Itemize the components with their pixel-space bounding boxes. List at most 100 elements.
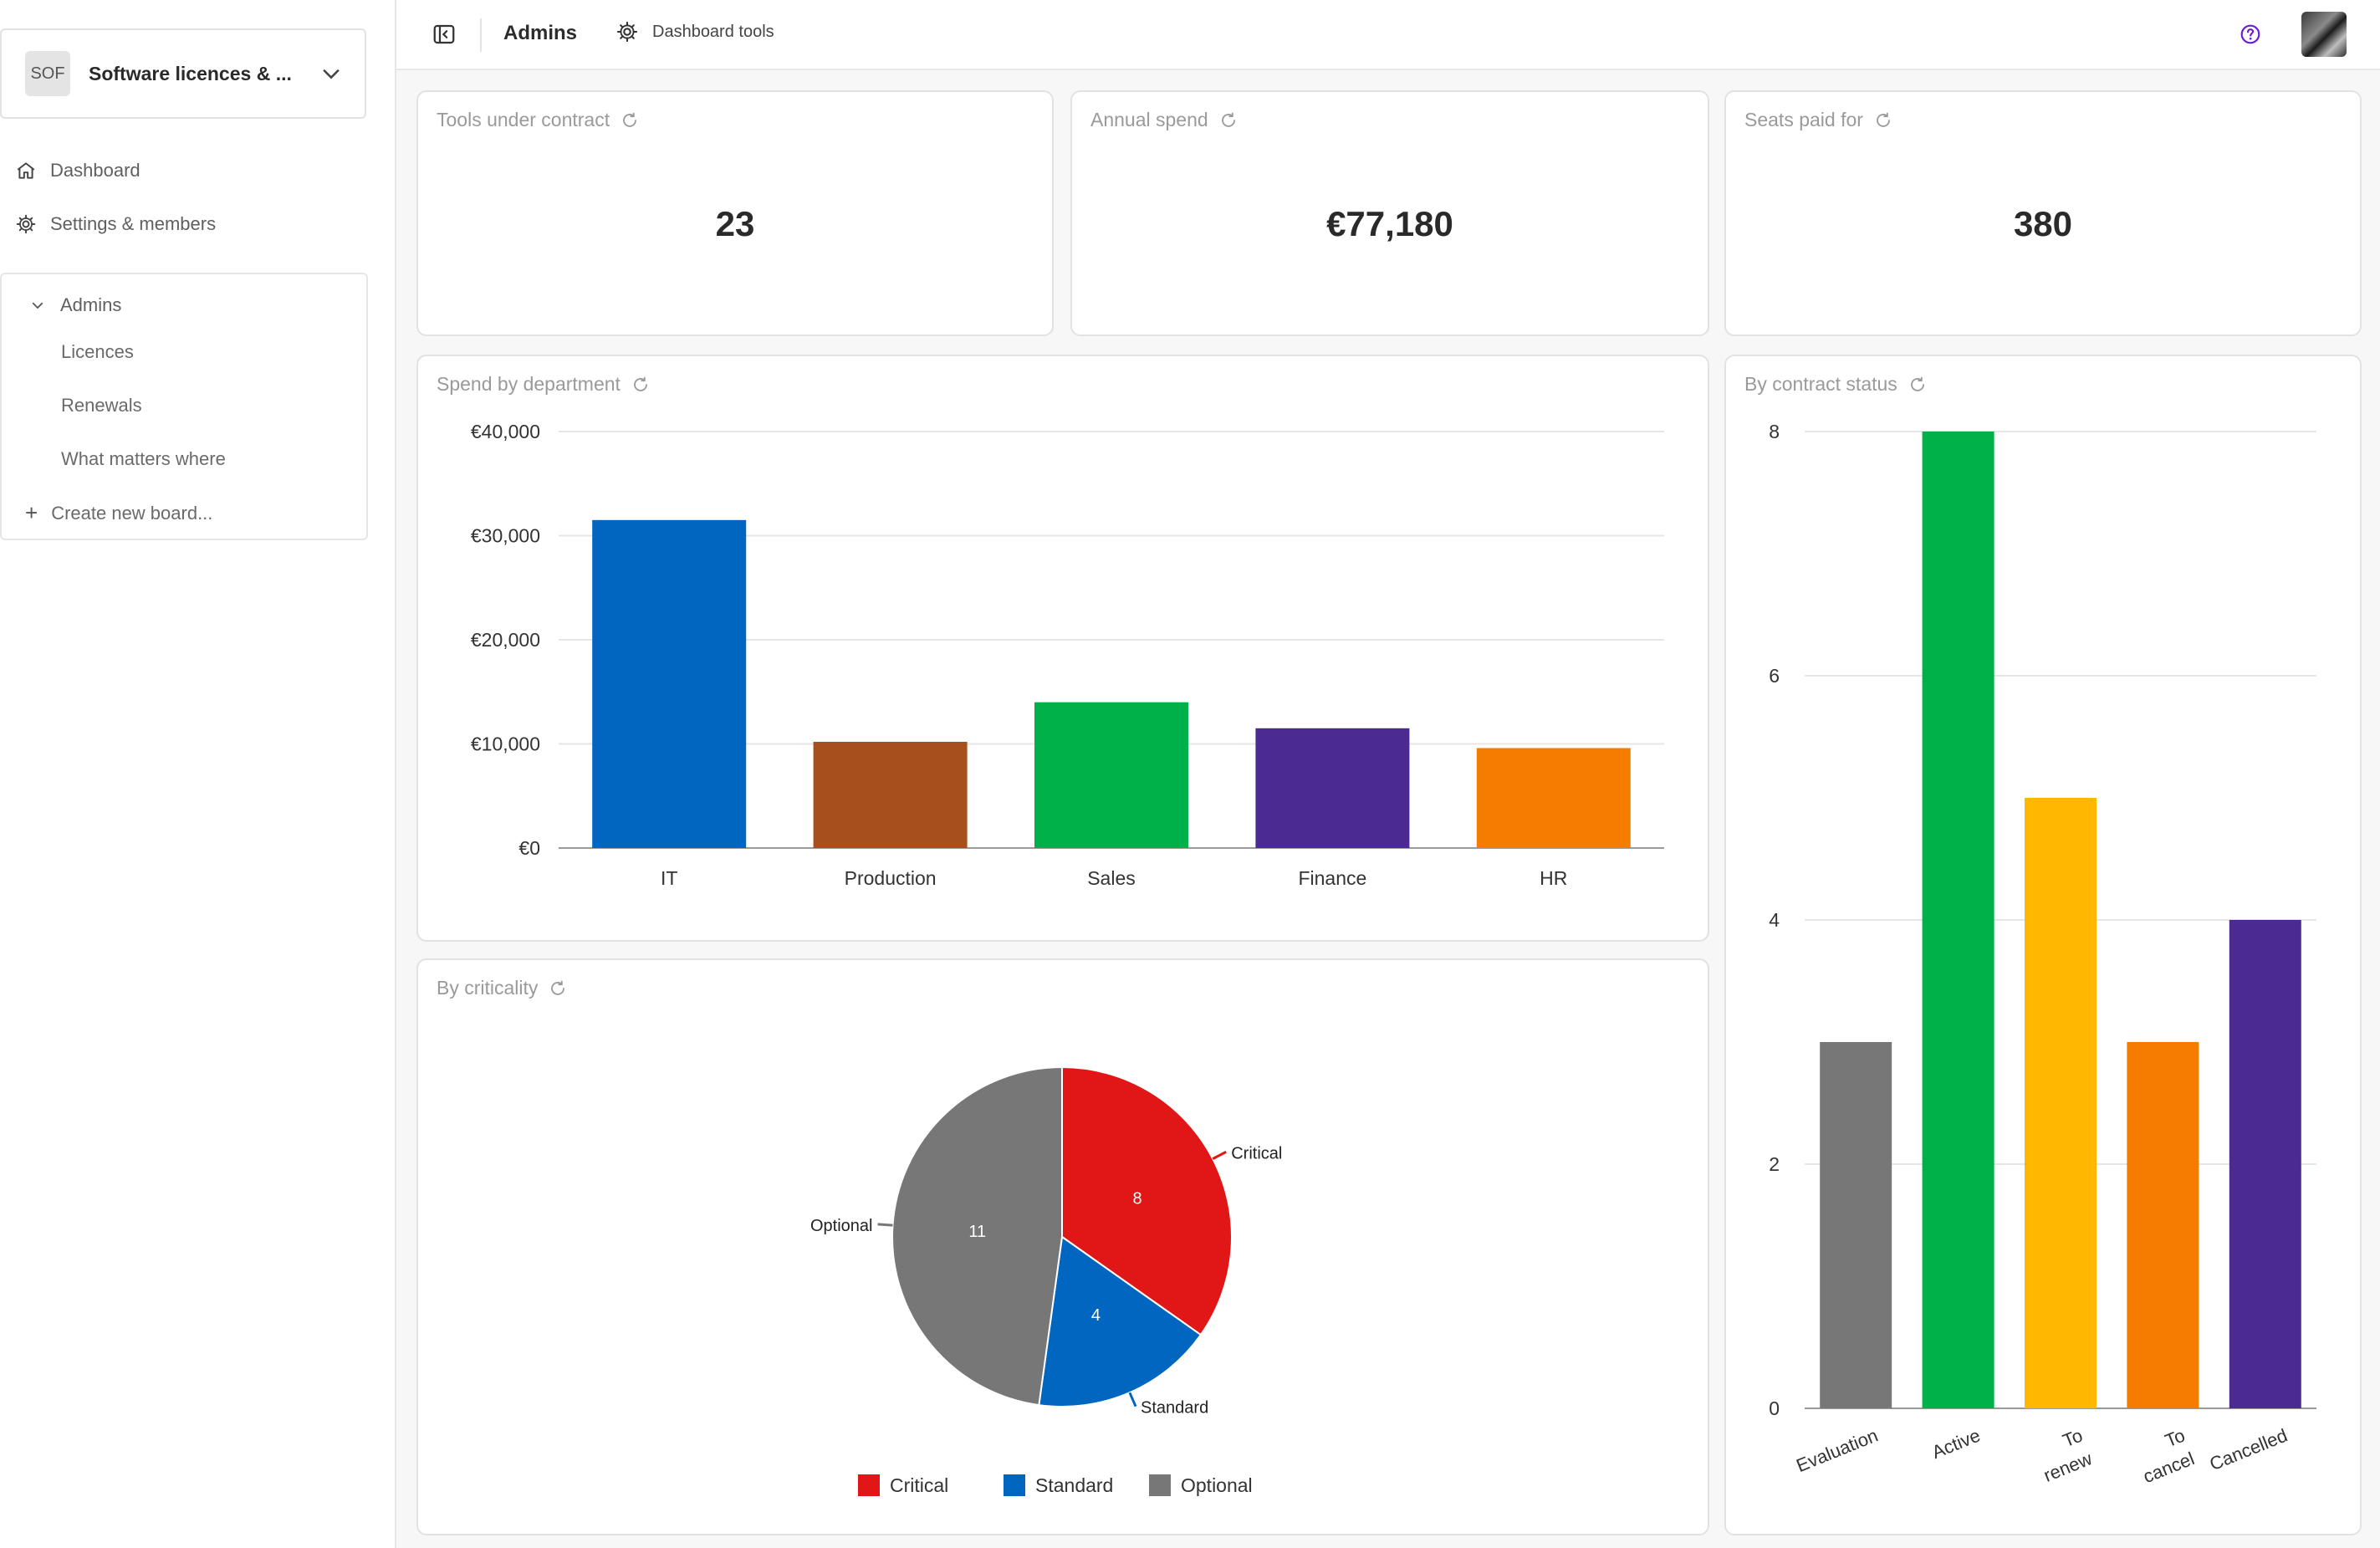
- gear-icon: [16, 214, 36, 234]
- legend-swatch: [1149, 1474, 1171, 1496]
- pie-slice: [891, 1065, 1063, 1407]
- bar: [2127, 1042, 2199, 1408]
- refresh-icon[interactable]: [1873, 110, 1893, 130]
- dashboard-tools-button[interactable]: Dashboard tools: [615, 20, 774, 43]
- pie-leader-line: [877, 1223, 893, 1227]
- board-group-admins[interactable]: Admins: [30, 289, 121, 321]
- chevron-down-icon: [32, 302, 43, 309]
- kpi-card-seats: Seats paid for 380: [1724, 90, 2362, 336]
- bar: [1255, 728, 1410, 848]
- home-icon: [17, 162, 35, 179]
- x-tick-label: Torenew: [2031, 1424, 2095, 1485]
- x-tick-label: Cancelled: [2207, 1424, 2291, 1474]
- create-board-label: Create new board...: [51, 502, 213, 524]
- bar: [1820, 1042, 1892, 1408]
- x-tick-label: Sales: [1087, 867, 1136, 889]
- card-title: Seats paid for: [1744, 109, 1893, 131]
- card-title: Tools under contract: [437, 109, 640, 131]
- workspace-name: Software licences & ...: [89, 62, 292, 84]
- x-tick-label: Active: [1929, 1424, 1984, 1463]
- sidebar: SOF Software licences & ... Dashboard Se…: [0, 0, 396, 1548]
- card-title: By contract status: [1744, 373, 1928, 396]
- x-tick-label: Evaluation: [1793, 1424, 1881, 1476]
- board-item-renewals[interactable]: Renewals: [61, 395, 142, 416]
- nav-settings-label: Settings & members: [50, 213, 217, 234]
- bar: [2025, 798, 2097, 1408]
- y-tick-label: 4: [1769, 909, 1780, 931]
- gear-icon: [616, 21, 638, 43]
- kpi-title: Tools under contract: [437, 109, 610, 130]
- refresh-icon[interactable]: [1908, 375, 1928, 395]
- y-tick-label: €10,000: [471, 733, 540, 755]
- chevron-down-icon: [323, 69, 340, 79]
- sidebar-collapse-icon[interactable]: [432, 22, 457, 47]
- y-tick-label: 6: [1769, 665, 1780, 687]
- x-tick-label: IT: [661, 867, 677, 889]
- y-tick-label: €30,000: [471, 525, 540, 547]
- legend-label: Critical: [890, 1474, 948, 1496]
- legend-label: Standard: [1035, 1474, 1113, 1496]
- workspace-switcher[interactable]: SOF Software licences & ...: [0, 28, 366, 119]
- refresh-icon[interactable]: [620, 110, 640, 130]
- bar: [592, 519, 747, 848]
- chart-title: By criticality: [437, 977, 539, 999]
- pie-slice: [1038, 1235, 1203, 1408]
- y-tick-label: €20,000: [471, 629, 540, 651]
- by-criticality-chart: 8 Critical 4 Standard 11 Optional Critical Stan…: [810, 1065, 1282, 1496]
- boards-panel: Admins Licences Renewals What matters wh…: [0, 273, 368, 540]
- top-bar: Admins Dashboard tools: [396, 0, 2380, 70]
- pie-category-label: Standard: [1141, 1399, 1208, 1418]
- refresh-icon[interactable]: [548, 978, 568, 999]
- dashboard-tools-label: Dashboard tools: [652, 22, 774, 41]
- by-contract-status-chart: 0 2 4 6 8 Evaluation Active Torenew Tocancel Canc…: [1769, 421, 2316, 1487]
- kpi-value: 380: [2013, 204, 2073, 243]
- bar: [1476, 748, 1631, 848]
- x-tick-label: Finance: [1298, 867, 1366, 889]
- help-icon[interactable]: [2240, 23, 2261, 45]
- workspace-avatar: SOF: [25, 51, 70, 96]
- pie-category-label: Optional: [810, 1217, 872, 1235]
- board-item-licences[interactable]: Licences: [61, 341, 134, 362]
- nav-dashboard-label: Dashboard: [50, 160, 140, 181]
- nav-settings-members[interactable]: Settings & members: [15, 207, 216, 241]
- pie-value-label: 4: [1091, 1306, 1101, 1325]
- board-item-what-matters-where[interactable]: What matters where: [61, 448, 226, 469]
- legend-swatch: [858, 1474, 880, 1496]
- plus-icon: +: [25, 500, 38, 525]
- pie-value-label: 11: [968, 1223, 986, 1241]
- kpi-title: Seats paid for: [1744, 109, 1863, 130]
- x-tick-label: Tocancel: [2131, 1424, 2198, 1487]
- card-title: By criticality: [437, 977, 568, 999]
- create-board-button[interactable]: + Create new board...: [25, 500, 212, 526]
- pie-leader-line: [1128, 1392, 1137, 1408]
- kpi-card-tools: Tools under contract 23: [416, 90, 1054, 336]
- pie-category-label: Critical: [1231, 1144, 1282, 1162]
- pie-value-label: 8: [1133, 1189, 1142, 1208]
- nav-dashboard[interactable]: Dashboard: [15, 154, 140, 187]
- y-tick-label: 8: [1769, 421, 1780, 442]
- y-tick-label: €0: [518, 837, 540, 859]
- chart-card-by-contract-status: By contract status 0 2 4 6 8 Evaluation Active…: [1724, 355, 2362, 1535]
- x-tick-label: HR: [1540, 867, 1567, 889]
- y-tick-label: €40,000: [471, 421, 540, 442]
- refresh-icon[interactable]: [631, 375, 651, 395]
- kpi-title: Annual spend: [1090, 109, 1208, 130]
- chart-card-spend-by-department: Spend by department €0 €10,000 €20,000 €30,…: [416, 355, 1709, 942]
- spend-by-department-chart: €0 €10,000 €20,000 €30,000 €40,000 IT Producti…: [471, 421, 1664, 889]
- y-tick-label: 2: [1769, 1153, 1780, 1175]
- legend-label: Optional: [1181, 1474, 1253, 1496]
- bar: [813, 742, 968, 848]
- kpi-value: €77,180: [1326, 204, 1453, 243]
- legend-swatch: [1004, 1474, 1025, 1496]
- dashboard-main: Tools under contract 23 Annual spend €77…: [396, 70, 2380, 1548]
- y-tick-label: 0: [1769, 1397, 1780, 1419]
- kpi-value: 23: [715, 204, 755, 243]
- x-tick-label: Production: [845, 867, 937, 889]
- bar: [2229, 920, 2301, 1408]
- user-avatar[interactable]: [2301, 12, 2347, 57]
- divider: [480, 18, 482, 52]
- kpi-card-annual-spend: Annual spend €77,180: [1070, 90, 1709, 336]
- chart-title: By contract status: [1744, 373, 1897, 395]
- refresh-icon[interactable]: [1218, 110, 1239, 130]
- pie-leader-line: [1212, 1150, 1227, 1160]
